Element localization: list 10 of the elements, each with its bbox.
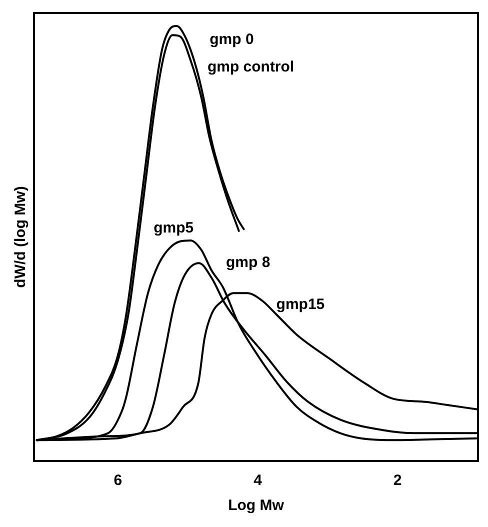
x-axis-title: Log Mw [228,497,284,514]
y-axis-title: dW/d (log Mw) [12,186,30,288]
series-label: gmp5 [154,220,194,237]
series-label: gmp 8 [226,254,270,272]
x-tick-label: 6 [114,472,122,490]
series-label: gmp 0 [210,31,254,48]
series-label: gmp15 [276,296,325,314]
series-label: gmp control [207,58,294,76]
x-tick-label: 2 [393,472,402,490]
x-tick-label: 4 [254,472,263,490]
